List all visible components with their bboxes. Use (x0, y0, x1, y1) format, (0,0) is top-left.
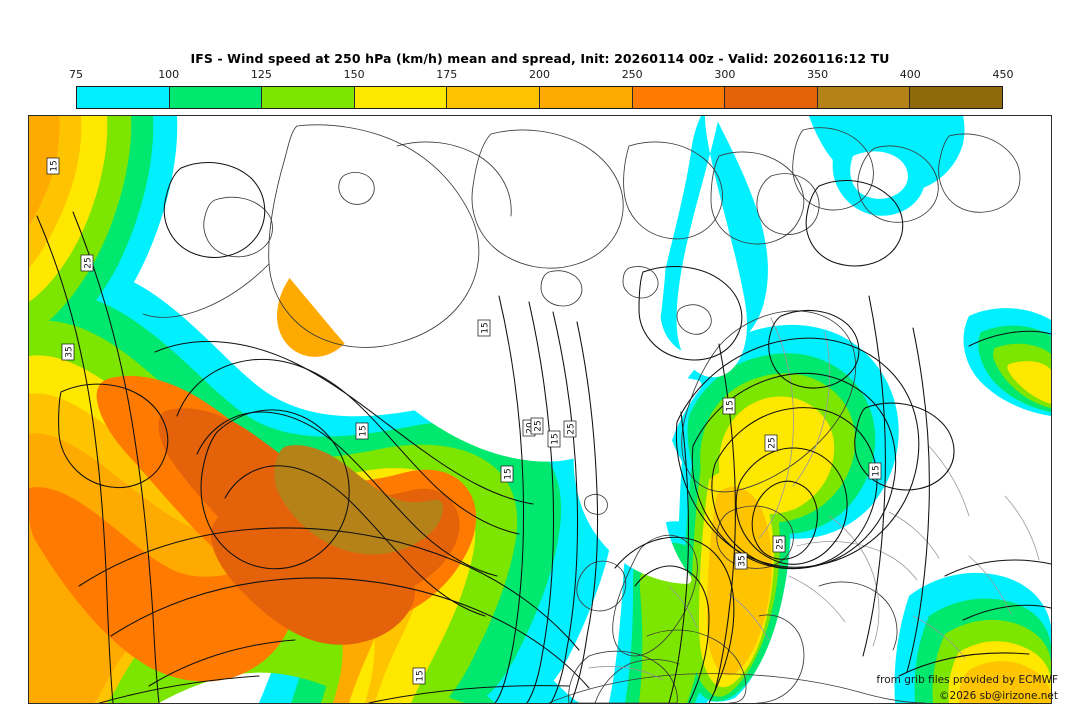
colorbar-tick-75: 75 (69, 68, 83, 81)
svg-text:15: 15 (416, 670, 426, 681)
contour-label: 15 (500, 465, 514, 483)
colorbar-tick-labels: 75 100 125 150 175 200 250 300 350 400 450 (69, 68, 1014, 84)
contour-label: 25 (764, 434, 778, 452)
contour-label: 35 (734, 552, 748, 570)
svg-text:15: 15 (726, 400, 736, 411)
contour-label: 25 (80, 254, 94, 272)
colorbar-band-350-400 (817, 87, 911, 108)
svg-text:20: 20 (526, 422, 536, 434)
svg-text:25: 25 (768, 437, 778, 448)
copyright-attribution: ©2026 sb@irizone.net (939, 690, 1058, 702)
svg-text:15: 15 (50, 160, 60, 171)
svg-text:15: 15 (504, 468, 514, 479)
colorbar-swatches (76, 86, 1003, 109)
colorbar-tick-350: 350 (807, 68, 829, 81)
contour-label: 15 (355, 422, 369, 440)
colorbar-band-75-100 (77, 87, 170, 108)
spread-contours (36, 162, 1051, 703)
contour-label: 35 (61, 343, 75, 361)
svg-text:15: 15 (872, 465, 882, 476)
colorbar-tick-100: 100 (158, 68, 180, 81)
colorbar-band-175-200 (447, 87, 540, 108)
contour-label: 15 (547, 430, 561, 448)
colorbar-tick-400: 400 (899, 68, 921, 81)
contour-label: 15 (868, 462, 882, 480)
wind-speed-shading (29, 116, 1051, 703)
svg-text:25: 25 (567, 423, 577, 434)
colorbar-band-300-350 (725, 87, 818, 108)
colorbar-band-100-125 (169, 87, 263, 108)
colorbar (76, 86, 1003, 109)
colorbar-tick-150: 150 (343, 68, 365, 81)
contour-label: 15 (412, 667, 426, 685)
svg-text:25: 25 (84, 257, 94, 268)
colorbar-band-150-175 (354, 87, 448, 108)
colorbar-tick-450: 450 (992, 68, 1014, 81)
svg-text:35: 35 (65, 346, 75, 357)
svg-text:15: 15 (481, 322, 491, 333)
svg-text:25: 25 (776, 538, 786, 549)
contour-label: 25 (772, 535, 786, 553)
colorbar-tick-250: 250 (621, 68, 643, 81)
contour-label: 25 (530, 417, 544, 435)
colorbar-band-250-300 (632, 87, 726, 108)
colorbar-tick-300: 300 (714, 68, 736, 81)
colorbar-band-200-250 (539, 87, 633, 108)
map-canvas[interactable]: 15 15 15 20 25 25 15 15 25 35 15 25 35 25 15 15 (28, 115, 1052, 704)
colorbar-tick-175: 175 (436, 68, 458, 81)
source-attribution: from grib files provided by ECMWF (876, 674, 1058, 686)
colorbar-tick-200: 200 (529, 68, 550, 81)
contour-label: 15 (722, 397, 736, 415)
colorbar-tick-125: 125 (250, 68, 272, 81)
page-title: IFS - Wind speed at 250 hPa (km/h) mean … (190, 51, 890, 66)
colorbar-band-125-150 (262, 87, 355, 108)
svg-text:35: 35 (738, 555, 748, 566)
svg-text:15: 15 (551, 433, 561, 444)
svg-text:15: 15 (359, 425, 369, 436)
contour-label: 15 (477, 319, 491, 337)
svg-text:25: 25 (534, 420, 544, 431)
contour-label: 15 (46, 157, 60, 175)
colorbar-band-400-450 (910, 87, 1002, 108)
contour-label: 25 (563, 420, 577, 438)
